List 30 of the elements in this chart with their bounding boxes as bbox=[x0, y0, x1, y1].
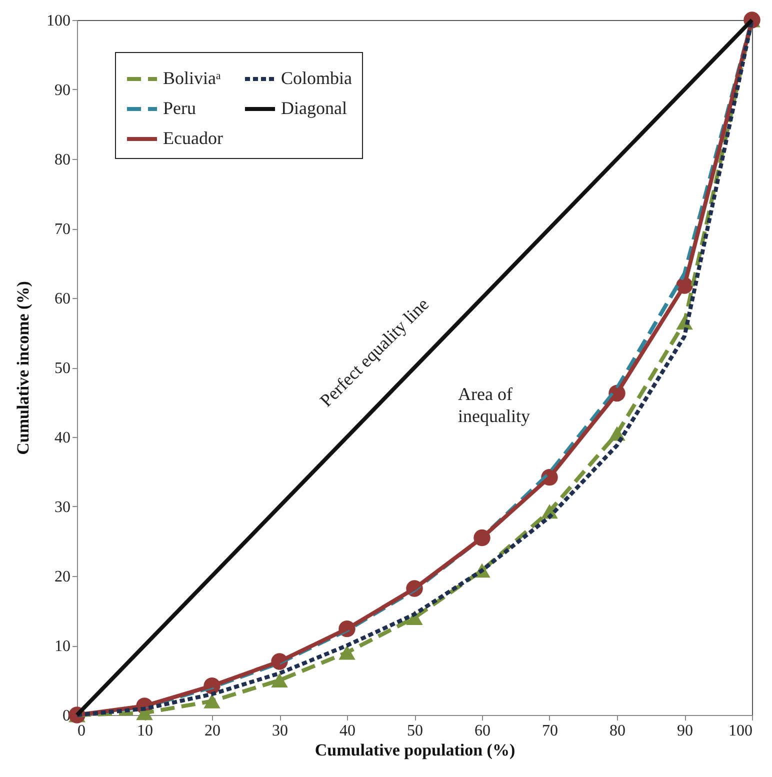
legend-label: Peru bbox=[163, 98, 196, 118]
point bbox=[271, 673, 288, 688]
x-tick-label: 80 bbox=[610, 722, 626, 740]
legend-label: Colombia bbox=[281, 68, 352, 88]
y-tick-label: 90 bbox=[54, 82, 70, 99]
x-tick-label: 10 bbox=[137, 722, 153, 740]
x-tick-label: 30 bbox=[272, 722, 288, 740]
x-tick-label: 40 bbox=[340, 722, 356, 740]
x-tick-label: 70 bbox=[542, 722, 558, 740]
x-tick-label: 0 bbox=[78, 722, 86, 740]
x-tick-label: 100 bbox=[728, 722, 752, 740]
y-tick-label: 70 bbox=[54, 221, 70, 238]
y-tick-label: 40 bbox=[54, 430, 70, 446]
y-tick-label: 10 bbox=[54, 638, 70, 655]
x-axis-title: Cumulative population (%) bbox=[314, 740, 516, 760]
y-axis-title: Cumulative income (%) bbox=[14, 281, 32, 455]
legend-label: Diagonal bbox=[281, 98, 347, 118]
legend-label: Ecuador bbox=[163, 128, 223, 148]
y-tick-label: 30 bbox=[54, 499, 70, 516]
legend-label: Boliviaᵃ bbox=[163, 68, 221, 88]
x-tick-label: 90 bbox=[677, 722, 693, 740]
x-tick-label: 60 bbox=[474, 722, 490, 740]
y-tick-label: 60 bbox=[54, 290, 70, 308]
y-tick-label: 100 bbox=[46, 12, 70, 30]
y-tick-label: 50 bbox=[54, 360, 70, 377]
y-tick-label: 20 bbox=[54, 568, 70, 586]
y-tick-label: 80 bbox=[54, 152, 70, 168]
annotation: Area of inequality bbox=[458, 384, 530, 426]
x-tick-label: 20 bbox=[204, 722, 220, 740]
x-tick-label: 50 bbox=[407, 722, 423, 740]
